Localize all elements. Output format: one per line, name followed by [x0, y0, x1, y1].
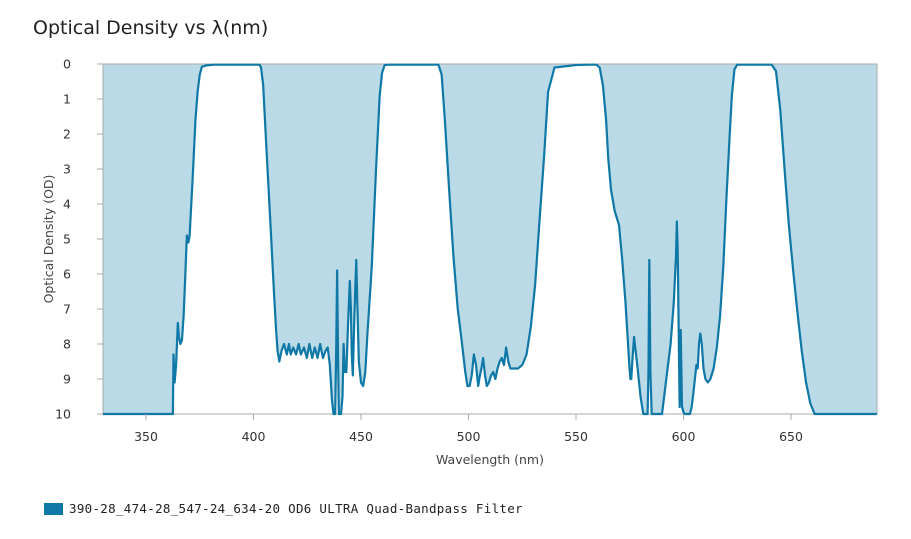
x-axis-title: Wavelength (nm) — [436, 452, 544, 467]
y-axis: 0 1 2 3 4 5 6 7 8 9 10 — [55, 57, 103, 422]
y-tick-label: 7 — [63, 302, 71, 317]
y-tick-label: 2 — [63, 127, 71, 142]
y-tick-label: 3 — [63, 162, 71, 177]
y-tick-label: 8 — [63, 337, 71, 352]
y-axis-title: Optical Density (OD) — [41, 175, 56, 304]
legend-label: 390-28_474-28_547-24_634-20 OD6 ULTRA Qu… — [69, 501, 523, 516]
legend[interactable]: 390-28_474-28_547-24_634-20 OD6 ULTRA Qu… — [44, 501, 523, 516]
transmission-area — [103, 64, 877, 414]
x-tick-label: 500 — [457, 429, 481, 444]
y-tick-label: 10 — [55, 407, 71, 422]
y-tick-label: 4 — [63, 197, 71, 212]
y-tick-label: 9 — [63, 372, 71, 387]
y-tick-label: 6 — [63, 267, 71, 282]
series-line — [103, 63, 877, 416]
x-tick-label: 400 — [242, 429, 266, 444]
y-tick-label: 5 — [63, 232, 71, 247]
x-tick-label: 450 — [349, 429, 373, 444]
x-tick-label: 600 — [672, 429, 696, 444]
x-tick-label: 650 — [779, 429, 803, 444]
plot-area — [102, 63, 878, 416]
chart-title: Optical Density vs λ(nm) — [33, 17, 269, 39]
y-tick-label: 0 — [63, 57, 71, 72]
x-axis: 350 400 450 500 550 600 650 — [134, 414, 803, 444]
y-tick-label: 1 — [63, 92, 71, 107]
legend-swatch — [44, 502, 63, 515]
x-tick-label: 350 — [134, 429, 158, 444]
x-tick-label: 550 — [564, 429, 588, 444]
